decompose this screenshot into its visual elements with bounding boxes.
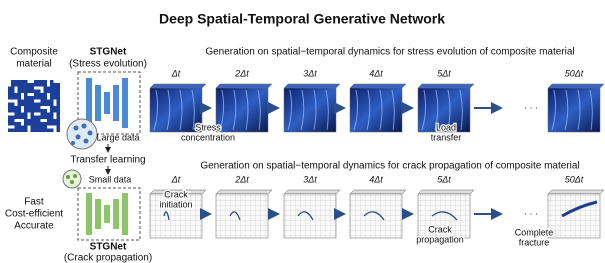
tile <box>284 84 340 132</box>
benefit: Cost-efficient <box>5 209 63 220</box>
step-label: 3Δt <box>303 174 317 184</box>
tile <box>548 84 604 132</box>
row-heading: Generation on spatial−temporal dynamics … <box>200 161 579 172</box>
annotation: concentration <box>181 132 235 142</box>
annotation: Crack <box>164 189 188 199</box>
benefit: Accurate <box>14 221 54 232</box>
annotation: initiation <box>159 199 192 209</box>
tile-top <box>548 84 604 88</box>
input-label: material <box>16 59 52 70</box>
composite-cell <box>8 100 15 103</box>
composite-cell <box>15 87 18 94</box>
tile-face <box>548 194 600 238</box>
step-label: 3Δt <box>303 68 317 78</box>
annotation: Complete <box>515 227 554 237</box>
step-label: Δt <box>171 174 181 184</box>
composite-cell <box>28 113 31 120</box>
tile-face <box>350 194 402 238</box>
title: Deep Spatial-Temporal Generative Network <box>159 11 445 27</box>
data-cloud <box>63 170 81 188</box>
step-label: 4Δt <box>369 174 383 184</box>
composite-cell <box>41 119 48 122</box>
row-heading: Generation on spatial−temporal dynamics … <box>205 47 574 58</box>
tile <box>350 84 406 132</box>
tile-top <box>284 84 340 88</box>
composite-cell <box>47 80 50 87</box>
composite-cell <box>41 106 48 109</box>
tile <box>216 84 272 132</box>
composite-cell <box>54 80 61 83</box>
tile-top <box>418 84 474 88</box>
step-label: 5Δt <box>437 68 451 78</box>
composite-cell <box>47 106 50 113</box>
composite-cell <box>28 80 35 83</box>
composite-pattern <box>8 80 60 132</box>
composite-cell <box>21 119 24 126</box>
tile-top <box>418 190 474 194</box>
step-label: · · · <box>524 208 538 218</box>
step-label: 2Δt <box>234 174 249 184</box>
tile-face <box>216 194 268 238</box>
composite-cell <box>34 113 41 116</box>
composite-cell <box>8 113 15 116</box>
tile-top <box>284 190 340 194</box>
composite-cell <box>28 93 35 96</box>
composite-cell <box>21 93 24 100</box>
step-label: 2Δt <box>234 68 249 78</box>
tile <box>216 190 272 238</box>
composite-cell <box>47 93 50 100</box>
annotation: Load <box>436 122 456 132</box>
figure: Deep Spatial-Temporal Generative Network… <box>0 0 605 263</box>
tile-top <box>150 84 206 88</box>
tile-top <box>216 84 272 88</box>
annotation: propagation <box>416 234 464 244</box>
composite-cell <box>54 126 57 133</box>
annotation: fracture <box>519 237 550 247</box>
model-name: STGNet <box>90 242 127 253</box>
step-label: 50Δt <box>565 174 584 184</box>
step-label: Δt <box>171 68 181 78</box>
composite-cell <box>47 126 54 129</box>
composite-cell <box>15 119 22 122</box>
composite-cell <box>41 87 44 94</box>
tile-top <box>350 190 406 194</box>
composite-cell <box>28 126 31 133</box>
small-data: Small data <box>89 174 132 184</box>
benefit: Fast <box>24 197 44 208</box>
annotation: transfer <box>431 132 462 142</box>
data-cloud <box>67 119 97 149</box>
composite-cell <box>54 100 57 107</box>
tile <box>548 190 604 238</box>
tile-top <box>216 190 272 194</box>
model-task: (Crack propagation) <box>64 253 152 263</box>
composite-cell <box>8 126 15 129</box>
composite-cell <box>8 80 11 87</box>
input-label: Composite <box>10 47 58 58</box>
model-name: STGNet <box>90 47 127 58</box>
composite-cell <box>21 106 24 113</box>
composite-cell <box>15 100 18 107</box>
large-data: Large data <box>96 132 139 142</box>
tile <box>284 190 340 238</box>
composite-cell <box>54 113 57 120</box>
tile <box>350 190 406 238</box>
annotation: Stress <box>195 122 221 132</box>
transfer: Transfer learning <box>70 155 145 166</box>
step-label: 4Δt <box>369 68 383 78</box>
step-label: · · · <box>524 102 538 112</box>
composite-cell <box>34 87 41 90</box>
composite-cell <box>34 100 41 103</box>
annotation: Crack <box>428 224 452 234</box>
tile-top <box>548 190 604 194</box>
step-label: 50Δt <box>565 68 584 78</box>
step-label: 5Δt <box>437 174 451 184</box>
tile-top <box>350 84 406 88</box>
model-task: (Stress evolution) <box>69 59 147 70</box>
